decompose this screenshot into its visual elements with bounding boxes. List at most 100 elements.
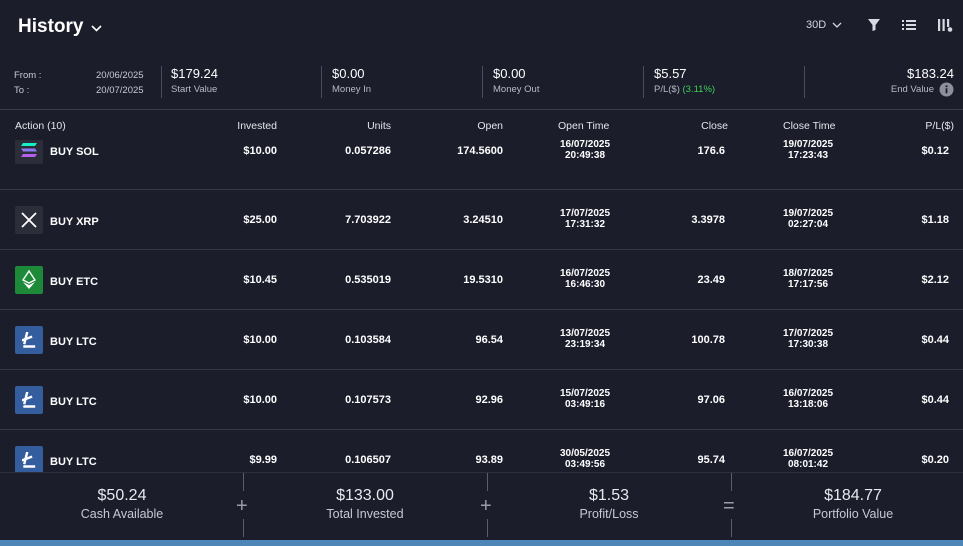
col-units[interactable]: Units [367,120,391,132]
col-action[interactable]: Action (10) [15,120,66,132]
open-datetime: 15/07/2025 03:49:16 [554,388,616,410]
open-price: 3.24510 [463,214,503,226]
money-in-label: Money In [332,84,372,95]
close-price: 23.49 [697,274,725,286]
money-out: $0.00 Money Out [493,66,539,98]
chevron-down-icon [91,25,103,32]
table-row[interactable]: BUY LTC $10.00 0.107573 92.96 15/07/2025… [0,370,963,430]
profit-loss-amount: $1.53 [588,487,630,504]
pl-value: $0.44 [921,334,949,346]
chevron-down-icon [832,22,842,28]
divider [731,473,732,491]
invested-value: $25.00 [243,214,277,226]
units-value: 7.703922 [345,214,391,226]
table-row[interactable]: BUY ETC $10.45 0.535019 19.5310 16/07/20… [0,250,963,310]
close-datetime: 19/07/2025 02:27:04 [777,208,839,230]
start-value-amount: $179.24 [171,66,218,81]
list-view-icon[interactable] [901,17,917,33]
portfolio-footer: $50.24 Cash Available + $133.00 Total In… [0,472,963,540]
info-icon[interactable] [939,82,954,97]
open-price: 92.96 [475,394,503,406]
close-time: 13:18:06 [787,399,829,410]
trade-list[interactable]: BUY SOL $10.00 0.057286 174.5600 16/07/2… [0,140,963,472]
period-label: 30D [806,19,827,31]
units-value: 0.103584 [345,334,391,346]
plus-operator: + [236,495,248,517]
to-label: To : [14,85,30,96]
table-row[interactable]: BUY LTC $9.99 0.106507 93.89 30/05/2025 0… [0,430,963,472]
close-price: 100.78 [691,334,725,346]
open-date: 13/07/2025 [559,328,611,339]
col-open-time[interactable]: Open Time [558,120,610,132]
close-date: 19/07/2025 [782,140,834,150]
divider [487,519,488,537]
units-value: 0.057286 [345,145,391,157]
from-date: 20/06/2025 [96,70,144,81]
end-value-label: End Value [890,84,934,95]
open-datetime: 30/05/2025 03:49:56 [554,448,616,470]
cash-available-label: Cash Available [80,507,164,521]
action-label: BUY SOL [50,146,99,158]
period-selector[interactable]: 30D [806,19,842,31]
close-price: 95.74 [697,454,725,466]
close-datetime: 17/07/2025 17:30:38 [777,328,839,350]
history-dropdown[interactable]: History [18,16,103,38]
pl-value: $1.18 [921,214,949,226]
col-invested[interactable]: Invested [237,120,277,132]
pl-amount: $5.57 [654,66,687,81]
open-price: 19.5310 [463,274,503,286]
table-row[interactable]: BUY XRP $25.00 7.703922 3.24510 17/07/20… [0,190,963,250]
open-time: 03:49:56 [564,459,606,470]
col-close[interactable]: Close [701,120,728,132]
cash-available-amount: $50.24 [97,487,147,504]
units-value: 0.107573 [345,394,391,406]
open-time: 16:46:30 [564,279,606,290]
bottom-accent-bar [0,540,963,546]
close-datetime: 16/07/2025 08:01:42 [777,448,839,470]
pl-value: $2.12 [921,274,949,286]
open-datetime: 16/07/2025 16:46:30 [554,268,616,290]
profit-loss-summary: $5.57 P/L($) (3.11%) [654,66,715,98]
filter-icon[interactable] [866,17,882,33]
money-out-label: Money Out [493,84,540,95]
start-value-label: Start Value [171,84,218,95]
divider [161,66,162,98]
plus-operator: + [480,495,492,517]
portfolio-value-amount: $184.77 [824,487,882,504]
open-time: 03:49:16 [564,399,606,410]
divider [731,519,732,537]
close-price: 176.6 [697,145,725,157]
close-time: 17:30:38 [787,339,829,350]
open-price: 174.5600 [457,145,503,157]
divider [487,473,488,491]
ethereum-classic-coin-icon [15,266,43,294]
action-label: BUY LTC [50,396,97,408]
total-invested: $133.00 Total Invested [305,487,425,521]
total-invested-amount: $133.00 [336,487,394,504]
close-date: 19/07/2025 [782,208,834,219]
col-open[interactable]: Open [477,120,503,132]
invested-value: $10.00 [243,334,277,346]
open-time: 20:49:38 [564,150,606,161]
open-datetime: 17/07/2025 17:31:32 [554,208,616,230]
col-pl[interactable]: P/L($) [925,120,954,132]
start-value: $179.24 Start Value [171,66,218,98]
divider [321,66,322,98]
money-out-amount: $0.00 [493,66,526,81]
close-date: 16/07/2025 [782,448,834,459]
col-close-time[interactable]: Close Time [783,120,836,132]
units-value: 0.106507 [345,454,391,466]
close-price: 3.3978 [691,214,725,226]
pl-label: P/L($) [654,84,680,95]
money-in-amount: $0.00 [332,66,365,81]
columns-settings-icon[interactable] [937,17,953,33]
close-date: 18/07/2025 [782,268,834,279]
table-row[interactable]: BUY LTC $10.00 0.103584 96.54 13/07/2025… [0,310,963,370]
invested-value: $10.45 [243,274,277,286]
table-row[interactable]: BUY SOL $10.00 0.057286 174.5600 16/07/2… [0,140,963,190]
table-header: Action (10) Invested Units Open Open Tim… [0,112,963,140]
profit-loss-label: Profit/Loss [579,507,639,521]
header: History 30D [0,0,963,56]
close-time: 08:01:42 [787,459,829,470]
action-label: BUY XRP [50,216,99,228]
